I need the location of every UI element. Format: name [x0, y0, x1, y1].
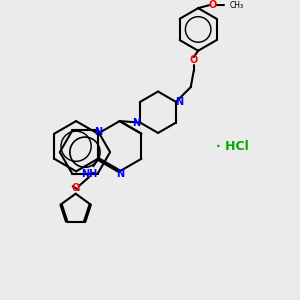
Text: NH: NH [81, 169, 97, 178]
Text: N: N [116, 169, 124, 179]
Text: · HCl: · HCl [216, 140, 249, 153]
Text: N: N [176, 97, 184, 107]
Text: CH₃: CH₃ [230, 1, 244, 10]
Text: O: O [71, 183, 80, 194]
Text: O: O [209, 0, 217, 10]
Text: N: N [133, 118, 141, 128]
Text: N: N [94, 127, 103, 137]
Text: O: O [190, 56, 198, 65]
